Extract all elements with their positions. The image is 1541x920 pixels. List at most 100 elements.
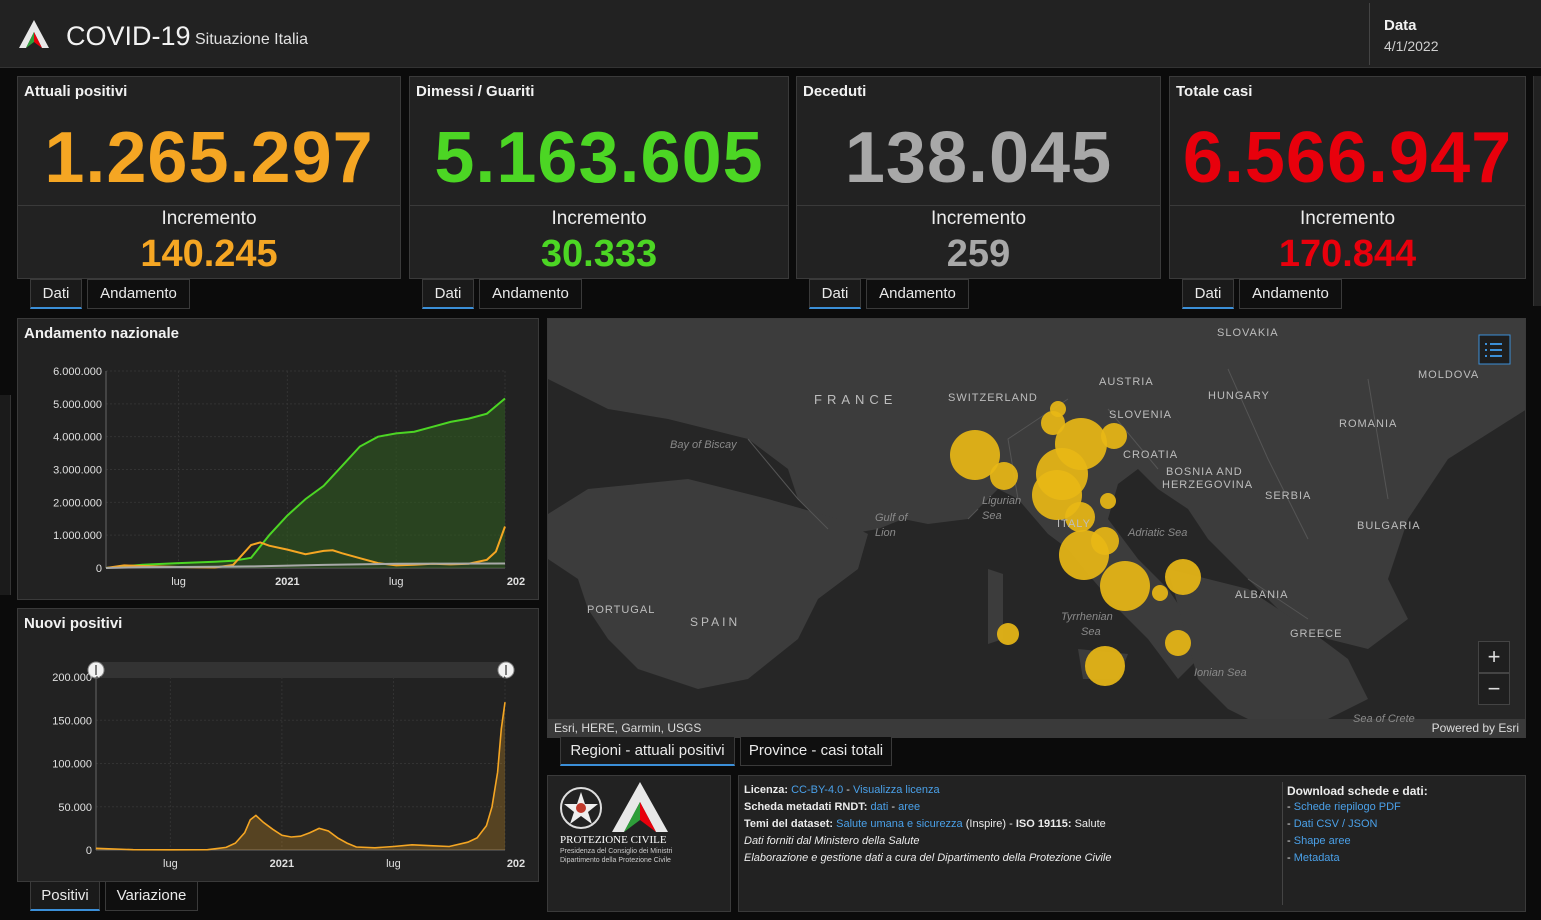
map-label: GREECE xyxy=(1290,628,1343,640)
map-label: HERZEGOVINA xyxy=(1162,479,1254,491)
region-bubbles[interactable] xyxy=(950,401,1201,686)
list-dash: - xyxy=(1287,801,1294,813)
sea-label: Tyrrhenian xyxy=(1061,611,1113,623)
trend-chart-panel: Andamento nazionale 6.000.000 5.000.000 4.… xyxy=(17,318,539,600)
metadata-dati-link[interactable]: dati xyxy=(870,801,889,813)
x-tick-label: lug xyxy=(386,858,401,870)
y-tick-label: 0 xyxy=(86,845,92,857)
right-panel-edge xyxy=(1533,76,1541,306)
bubble-piemonte[interactable] xyxy=(950,430,1000,480)
map-label: CROATIA xyxy=(1123,449,1179,461)
sardinia-land xyxy=(988,569,1003,644)
y-tick-label: 0 xyxy=(96,563,102,575)
footer-logo-sub1: Presidenza del Consiglio dei Ministri xyxy=(560,848,673,855)
tab-andamento[interactable]: Andamento xyxy=(479,279,582,309)
bubble-liguria[interactable] xyxy=(990,462,1018,490)
stat-card-positivi: Attuali positivi 1.265.297 Incremento 14… xyxy=(17,76,401,279)
tab-variazione[interactable]: Variazione xyxy=(105,881,198,911)
stat-divider xyxy=(410,205,788,206)
map-basemap xyxy=(548,319,1525,737)
iso-label: ISO 19115: xyxy=(1015,818,1072,830)
separator: - xyxy=(843,784,854,796)
stat-value: 1.265.297 xyxy=(44,118,374,198)
stat-title: Totale casi xyxy=(1176,83,1253,100)
list-icon xyxy=(1485,343,1502,357)
themes-line: Temi del dataset: Salute umana e sicurez… xyxy=(744,818,1106,830)
view-license-link[interactable]: Visualizza licenza xyxy=(853,784,940,796)
download-item: - Shape aree xyxy=(1287,835,1351,847)
chart-title: Nuovi positivi xyxy=(24,615,123,632)
italian-emblem-icon xyxy=(560,787,602,829)
bubble-sicilia[interactable] xyxy=(1085,646,1125,686)
tab-dati[interactable]: Dati xyxy=(809,279,861,309)
tab-andamento[interactable]: Andamento xyxy=(866,279,969,309)
bubble-sardegna[interactable] xyxy=(997,623,1019,645)
sea-label: Gulf of xyxy=(875,512,908,524)
stat-title: Attuali positivi xyxy=(24,83,128,100)
x-tick-label: lug xyxy=(163,858,178,870)
license-link[interactable]: CC-BY-4.0 xyxy=(791,784,844,796)
bubble-friuli[interactable] xyxy=(1101,423,1127,449)
tab-positivi[interactable]: Positivi xyxy=(30,881,100,911)
tab-dati[interactable]: Dati xyxy=(422,279,474,309)
y-tick-label: 2.000.000 xyxy=(53,497,102,509)
tab-dati[interactable]: Dati xyxy=(1182,279,1234,309)
map-label: MOLDOVA xyxy=(1418,369,1480,381)
bubble-toscana[interactable] xyxy=(1065,502,1095,532)
themes-link[interactable]: Salute umana e sicurezza xyxy=(836,818,963,830)
license-line: Licenza: CC-BY-4.0 - Visualizza licenza xyxy=(744,784,940,796)
bubble-lombardia-north[interactable] xyxy=(1041,411,1065,435)
y-tick-label: 4.000.000 xyxy=(53,432,102,444)
tab-province[interactable]: Province - casi totali xyxy=(740,736,892,766)
app-header: COVID-19 Situazione Italia Data 4/1/2022 xyxy=(0,0,1541,68)
stat-title: Deceduti xyxy=(803,83,867,100)
protezione-civile-emblem-icon xyxy=(612,782,668,832)
list-dash: - xyxy=(1287,835,1294,847)
download-item: - Metadata xyxy=(1287,852,1340,864)
series-line-deceduti xyxy=(105,562,506,569)
app-subtitle: Situazione Italia xyxy=(195,31,308,48)
tab-andamento[interactable]: Andamento xyxy=(87,279,190,309)
y-tick-label: 6.000.000 xyxy=(53,366,102,378)
stat-divider xyxy=(797,205,1160,206)
y-tick-label: 150.000 xyxy=(52,715,92,727)
zoom-in-button[interactable]: + xyxy=(1478,641,1510,673)
stat-value: 5.163.605 xyxy=(434,118,764,198)
bubble-basilicata[interactable] xyxy=(1152,585,1168,601)
bubble-puglia[interactable] xyxy=(1165,559,1201,595)
license-label: Licenza: xyxy=(744,784,789,796)
map-powered-by[interactable]: Powered by Esri xyxy=(1431,721,1519,735)
stat-value: 6.566.947 xyxy=(1182,118,1513,198)
footer-logo-title: PROTEZIONE CIVILE xyxy=(560,834,667,846)
bubble-campania[interactable] xyxy=(1100,561,1150,611)
download-shape-link[interactable]: Shape aree xyxy=(1293,835,1351,847)
legend-button[interactable] xyxy=(1478,334,1511,365)
zoom-out-button[interactable]: − xyxy=(1478,673,1510,705)
left-panel-toggle[interactable] xyxy=(0,395,11,595)
bubble-marche[interactable] xyxy=(1100,493,1116,509)
tab-regioni[interactable]: Regioni - attuali positivi xyxy=(560,736,735,766)
metadata-aree-link[interactable]: aree xyxy=(898,801,921,813)
bubble-calabria[interactable] xyxy=(1165,630,1191,656)
series-area-guariti xyxy=(106,398,505,568)
y-tick-label: 50.000 xyxy=(58,802,92,814)
map-label: ROMANIA xyxy=(1339,418,1398,430)
stat-increment-label: Incremento xyxy=(930,208,1027,229)
tab-dati[interactable]: Dati xyxy=(30,279,82,309)
trend-chart[interactable]: 6.000.000 5.000.000 4.000.000 3.000.000 2.00… xyxy=(18,319,538,599)
download-pdf-link[interactable]: Schede riepilogo PDF xyxy=(1293,801,1401,813)
new-cases-chart[interactable]: 200.000 150.000 100.000 50.000 0 lug 2021 lug 20… xyxy=(18,609,538,881)
map-label: BOSNIA AND xyxy=(1166,466,1243,478)
sea-label: Adriatic Sea xyxy=(1128,527,1188,539)
bubble-lazio[interactable] xyxy=(1059,530,1109,580)
tab-andamento[interactable]: Andamento xyxy=(1239,279,1342,309)
y-tick-label: 3.000.000 xyxy=(53,465,102,477)
stat-increment-value: 170.844 xyxy=(1278,233,1417,275)
italy-map[interactable]: SLOVAKIA AUSTRIA HUNGARY MOLDOVA SWITZER… xyxy=(547,318,1526,738)
download-metadata-link[interactable]: Metadata xyxy=(1293,852,1340,864)
new-cases-chart-panel: Nuovi positivi 200.000 150.000 100.000 50.0… xyxy=(17,608,539,882)
sea-label: Lion xyxy=(875,527,896,539)
download-csv-link[interactable]: Dati CSV / JSON xyxy=(1293,818,1378,830)
list-dash: - xyxy=(1287,852,1294,864)
footer-info-panel: Licenza: CC-BY-4.0 - Visualizza licenza … xyxy=(738,775,1526,912)
